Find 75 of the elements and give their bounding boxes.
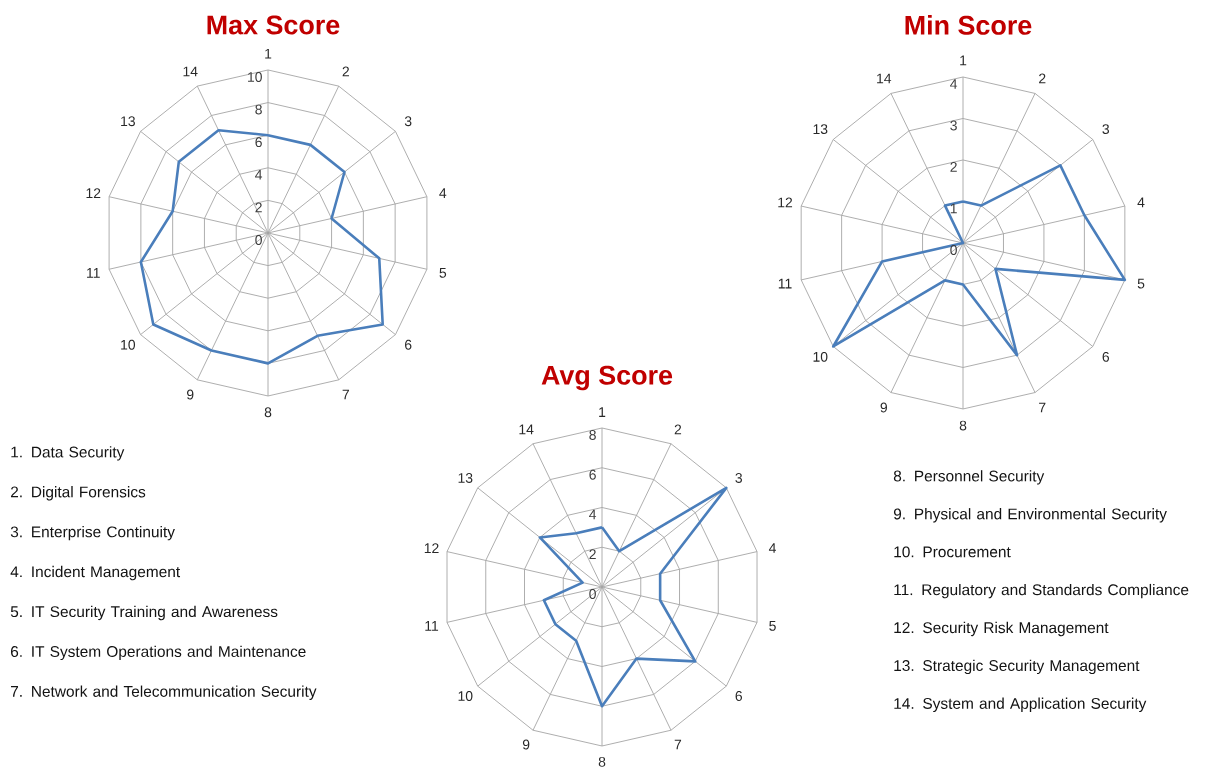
- spoke-label: 3: [1102, 124, 1110, 135]
- y-tick-label: 2: [255, 202, 262, 213]
- text: 4. Incident Management: [10, 565, 181, 581]
- spoke-label: 9: [880, 402, 888, 413]
- spoke-label: 5: [439, 268, 447, 278]
- text: 10. Procurement: [894, 546, 1011, 558]
- spoke-label: 11: [87, 268, 100, 278]
- text: 5. IT Security Training and Awareness: [10, 605, 278, 621]
- spoke-label: 4: [439, 188, 447, 198]
- spoke-label: 10: [121, 339, 136, 350]
- text: 6. IT System Operations and Maintenance: [10, 645, 306, 661]
- text: 8. Personnel Security: [893, 470, 1045, 485]
- y-tick-label: 6: [589, 469, 596, 480]
- spoke-label: 9: [187, 389, 194, 400]
- spoke-label: 2: [674, 424, 682, 435]
- text: 2. Digital Forensics: [10, 486, 146, 501]
- text: 3. Enterprise Continuity: [10, 525, 175, 541]
- spoke-label: 4: [1137, 197, 1145, 208]
- spoke-label: 12: [778, 197, 793, 208]
- spoke-label: 8: [598, 756, 606, 767]
- spoke-label: 13: [458, 472, 473, 483]
- spoke-label: 1: [960, 55, 967, 66]
- spoke-label: 1: [265, 48, 272, 59]
- y-tick-label: 4: [255, 169, 263, 180]
- y-tick-label: 2: [589, 549, 596, 560]
- text: 14. System and Application Security: [894, 697, 1147, 712]
- y-tick-label: 4: [950, 79, 958, 89]
- y-tick-label: 0: [255, 235, 262, 245]
- text: 13. Strategic Security Management: [894, 659, 1140, 675]
- spoke-label: 5: [769, 621, 776, 631]
- spoke-label: 3: [735, 472, 743, 483]
- spoke-label: 6: [735, 691, 743, 701]
- y-tick-label: 0: [950, 245, 957, 255]
- text: 11. Regulatory and Standards Compliance: [894, 583, 1189, 599]
- spoke-label: 13: [121, 116, 135, 127]
- spoke-label: 2: [1039, 73, 1046, 84]
- spoke-label: 11: [778, 278, 792, 289]
- y-tick-label: 8: [255, 104, 262, 115]
- spoke-label: 8: [264, 407, 272, 418]
- text: 7. Network and Telecommunication Security: [11, 685, 317, 700]
- spoke-label: 6: [1102, 351, 1110, 362]
- spoke-label: 10: [458, 691, 473, 701]
- spoke-label: 11: [425, 621, 439, 631]
- spoke-label: 8: [959, 420, 967, 431]
- spoke-label: 6: [405, 339, 412, 350]
- chart-title: Max Score: [207, 15, 340, 35]
- spoke-label: 12: [424, 543, 439, 553]
- y-tick-label: 3: [950, 120, 957, 131]
- spoke-label: 14: [519, 424, 534, 435]
- spoke-label: 4: [768, 543, 776, 553]
- y-tick-label: 2: [950, 162, 957, 172]
- spoke-label: 14: [183, 66, 198, 77]
- spoke-label: 13: [813, 124, 828, 135]
- text: 1. Data Security: [11, 446, 125, 461]
- y-tick-label: 0: [589, 589, 596, 599]
- spoke-label: 3: [404, 116, 412, 127]
- y-tick-label: 1: [950, 203, 957, 214]
- y-tick-label: 4: [589, 509, 597, 520]
- spoke-label: 12: [86, 188, 101, 198]
- y-tick-label: 6: [255, 137, 262, 148]
- text: 9. Physical and Environmental Security: [893, 508, 1167, 523]
- spoke-label: 7: [1039, 402, 1046, 413]
- y-tick-label: 8: [589, 430, 596, 440]
- y-tick-label: 10: [248, 72, 262, 82]
- chart-title: Avg Score: [541, 365, 673, 391]
- spoke-label: 7: [342, 389, 349, 400]
- spoke-label: 5: [1137, 278, 1145, 289]
- text: 12. Security Risk Management: [894, 621, 1109, 637]
- spoke-label: 9: [522, 739, 530, 750]
- spoke-label: 10: [813, 351, 828, 362]
- spoke-label: 14: [877, 73, 892, 84]
- chart-title: Min Score: [905, 15, 1032, 35]
- spoke-label: 1: [599, 407, 606, 417]
- spoke-label: 2: [342, 66, 349, 77]
- spoke-label: 7: [674, 739, 682, 750]
